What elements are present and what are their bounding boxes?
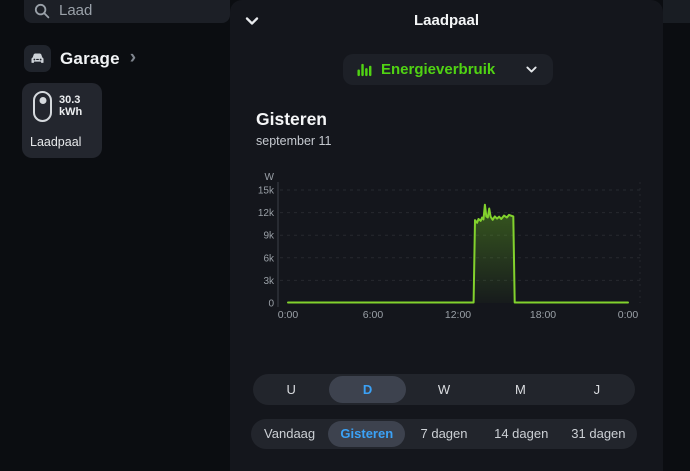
svg-text:0: 0 bbox=[268, 299, 274, 310]
y-axis-labels: W 15k 12k 9k 6k 3k 0 bbox=[258, 172, 275, 310]
device-name: Laadpaal bbox=[30, 135, 82, 149]
svg-text:18:00: 18:00 bbox=[530, 309, 556, 321]
chevron-down-icon bbox=[524, 62, 539, 77]
search-value: Laad bbox=[59, 2, 93, 19]
period-tab-d[interactable]: D bbox=[329, 376, 406, 403]
period-tab-w[interactable]: W bbox=[437, 382, 451, 397]
range-tab-gisteren[interactable]: Gisteren bbox=[328, 421, 406, 447]
collapse-sheet-button[interactable] bbox=[240, 10, 264, 32]
car-icon bbox=[24, 45, 51, 72]
sidebar-group-garage[interactable]: Garage › bbox=[24, 45, 136, 72]
period-tab-u[interactable]: U bbox=[286, 382, 296, 397]
search-icon bbox=[34, 3, 50, 19]
bar-chart-icon bbox=[357, 63, 372, 77]
svg-text:W: W bbox=[265, 172, 275, 183]
period-tab-m[interactable]: M bbox=[515, 382, 526, 397]
sheet-title: Laadpaal bbox=[413, 12, 480, 29]
device-energy-value: 30.3 kWh bbox=[59, 94, 83, 118]
chevron-down-icon bbox=[245, 17, 259, 25]
range-tabs: Vandaag Gisteren 7 dagen 14 dagen 31 dag… bbox=[251, 419, 637, 449]
svg-text:0:00: 0:00 bbox=[278, 309, 299, 321]
period-tabs: U D W M J bbox=[253, 374, 635, 405]
chart-line bbox=[287, 203, 629, 304]
svg-text:6:00: 6:00 bbox=[363, 309, 384, 321]
metric-selector-label: Energieverbruik bbox=[381, 61, 496, 78]
svg-text:15k: 15k bbox=[258, 186, 275, 197]
svg-text:6k: 6k bbox=[263, 253, 275, 264]
range-tab-31-dagen[interactable]: 31 dagen bbox=[571, 426, 626, 441]
device-detail-sheet: Laadpaal Energieverbruik Gisteren septem… bbox=[230, 0, 663, 471]
range-tab-vandaag[interactable]: Vandaag bbox=[264, 426, 316, 441]
background-header-band bbox=[663, 0, 690, 23]
svg-text:12k: 12k bbox=[258, 208, 275, 219]
device-card-laadpaal[interactable]: 30.3 kWh Laadpaal bbox=[22, 83, 102, 158]
svg-text:9k: 9k bbox=[263, 231, 275, 242]
svg-text:0:00: 0:00 bbox=[618, 309, 639, 321]
chart-area-fill bbox=[288, 204, 628, 303]
metric-selector-dropdown[interactable]: Energieverbruik bbox=[343, 54, 553, 85]
chart-gridlines bbox=[280, 189, 640, 281]
chevron-right-icon: › bbox=[129, 46, 137, 68]
energy-chart: W 15k 12k 9k 6k 3k 0 0:00 6:00 12:00 18:00 0:00 bbox=[230, 165, 663, 325]
svg-text:12:00: 12:00 bbox=[445, 309, 471, 321]
range-tab-14-dagen[interactable]: 14 dagen bbox=[494, 426, 549, 441]
group-title: Garage bbox=[60, 48, 120, 68]
svg-text:3k: 3k bbox=[263, 276, 275, 287]
period-tab-j[interactable]: J bbox=[593, 382, 601, 397]
x-axis-labels: 0:00 6:00 12:00 18:00 0:00 bbox=[278, 309, 639, 321]
range-tab-7-dagen[interactable]: 7 dagen bbox=[420, 426, 468, 441]
chart-period-heading: Gisteren bbox=[256, 109, 327, 129]
search-input[interactable]: Laad bbox=[24, 0, 230, 23]
ev-charger-icon bbox=[33, 91, 52, 122]
chart-period-date: september 11 bbox=[256, 134, 332, 148]
